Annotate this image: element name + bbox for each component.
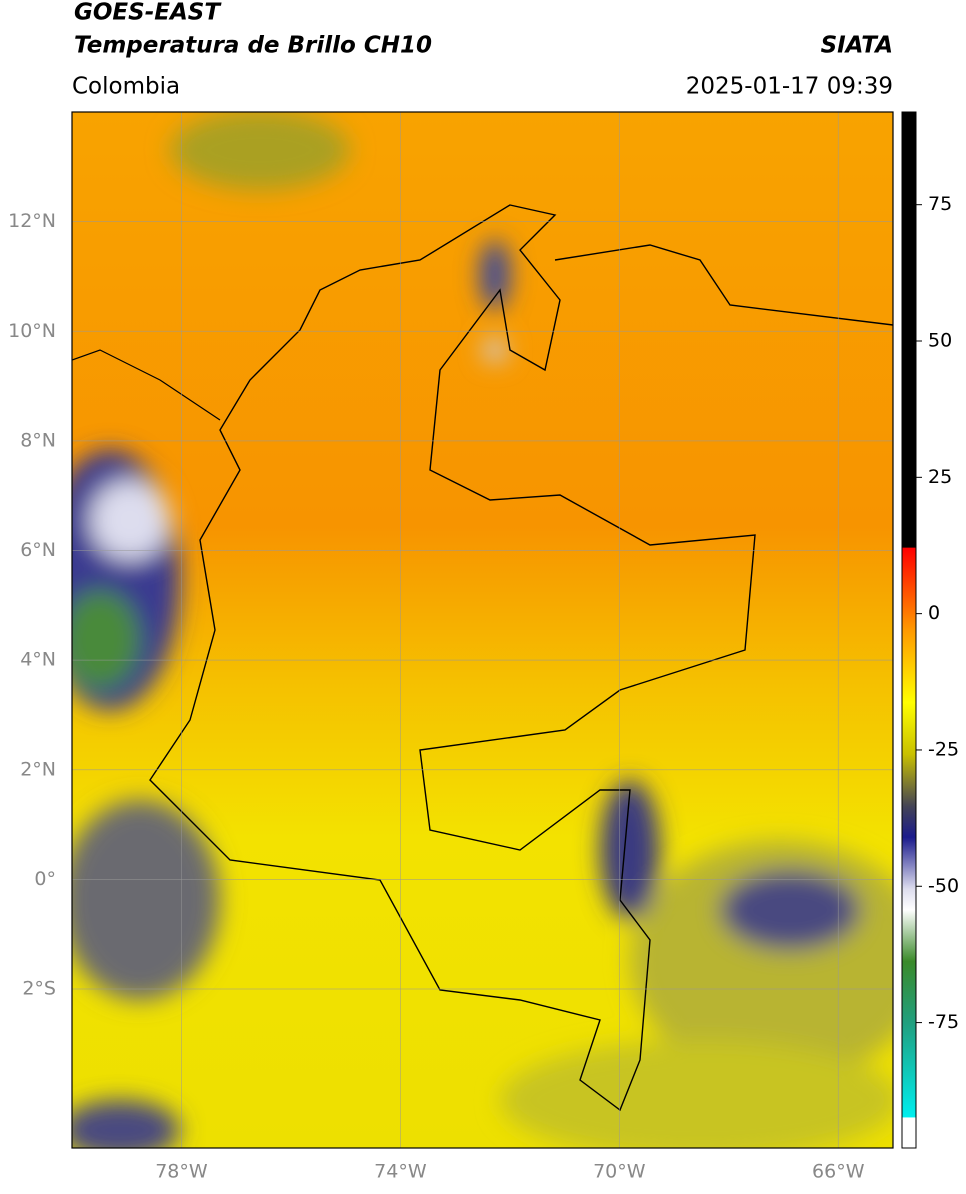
colorbar-tick-label: 0 bbox=[928, 602, 940, 624]
map-frame bbox=[71, 111, 894, 1149]
datetime: 2025-01-17 09:39 bbox=[686, 74, 893, 100]
source: SIATA bbox=[821, 33, 893, 59]
lat-tick-label: 0° bbox=[34, 868, 56, 890]
region: Colombia bbox=[72, 74, 180, 100]
satellite-image bbox=[72, 112, 893, 1148]
lat-tick-label: 4°N bbox=[20, 649, 56, 671]
lon-tick-label: 78°W bbox=[155, 1161, 208, 1183]
subtitle: Temperatura de Brillo CH10 bbox=[74, 33, 432, 59]
lat-tick-label: 10°N bbox=[8, 320, 56, 342]
colorbar-tick-label: 50 bbox=[928, 330, 952, 352]
lat-tick-label: 12°N bbox=[8, 210, 56, 232]
colorbar-tick-label: 25 bbox=[928, 466, 952, 488]
lon-tick-label: 66°W bbox=[812, 1161, 865, 1183]
title: GOES-EAST bbox=[74, 0, 222, 26]
lat-tick-label: 6°N bbox=[20, 539, 56, 561]
colorbar-tick-label: 75 bbox=[928, 193, 952, 215]
lat-tick-label: 2°N bbox=[20, 758, 56, 780]
colorbar-tick-label: -75 bbox=[928, 1011, 959, 1033]
lat-tick-label: 8°N bbox=[20, 429, 56, 451]
lon-tick-label: 70°W bbox=[593, 1161, 646, 1183]
colorbar-tick-label: -25 bbox=[928, 738, 959, 760]
colorbar bbox=[901, 111, 917, 1149]
lon-tick-label: 74°W bbox=[374, 1161, 427, 1183]
colorbar-tick-label: -50 bbox=[928, 875, 959, 897]
lat-tick-label: 2°S bbox=[22, 978, 56, 1000]
